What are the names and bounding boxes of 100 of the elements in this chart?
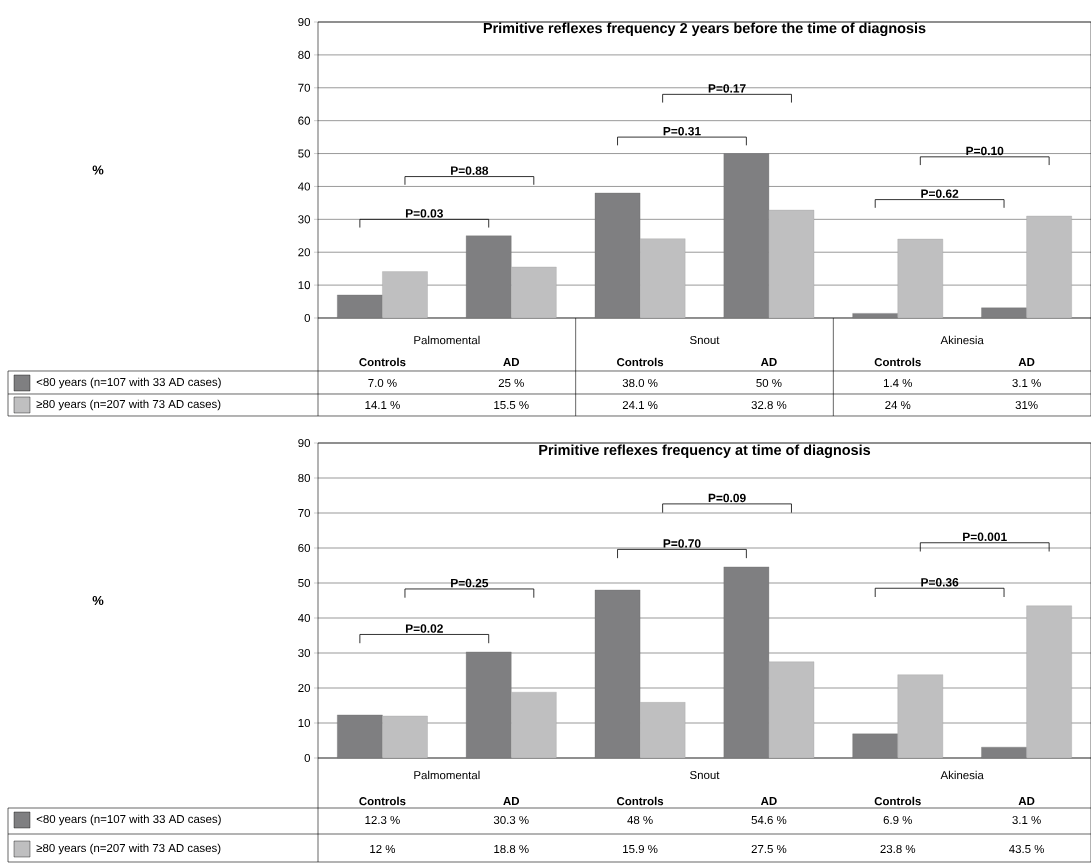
data-label: 12 % [370,844,396,854]
x-tick-label: AD [1018,797,1035,805]
annotation: P=0.09 [708,493,746,503]
y-tick-label: 70 [298,83,311,92]
data-label: 48 % [627,815,653,825]
data-label: 38.0 % [622,378,658,388]
bar [1026,605,1072,759]
data-label: 15.5 % [494,400,529,410]
bar [897,674,943,759]
bar [723,153,770,319]
annotation: P=0.88 [451,166,489,175]
y-tick-label: 60 [298,116,311,125]
annotation: P=0.25 [451,578,489,588]
bar [1026,215,1072,319]
x-tick-label: Controls [617,796,664,806]
data-label: 32.8 % [751,400,787,410]
x-tick-label: AD [1018,358,1035,366]
bar [768,661,815,759]
text: Snout [690,335,720,345]
bar [466,235,512,319]
y-tick-label: 20 [298,248,311,257]
bar [897,238,943,319]
text: Palmomental [414,335,480,345]
text: Palmomental [414,770,480,780]
data-label: 27.5 % [751,844,787,854]
annotation: P=0.02 [405,624,443,633]
y-tick-label: 60 [298,543,311,553]
y-axis-title: % [92,595,104,606]
data-label: 18.8 % [494,844,529,854]
x-tick-label: Controls [359,357,406,367]
data-label: 12.3 % [365,815,400,825]
data-label: 7.0 % [368,378,397,388]
bar [337,714,383,759]
bar [382,715,428,759]
bar [594,589,641,759]
y-tick-label: 0 [304,753,311,763]
bar [852,733,898,759]
y-tick-label: 90 [298,438,311,448]
legend-label: ≥80 years (n=207 with 73 AD cases) [36,399,221,411]
data-label: 43.5 % [1009,844,1044,854]
y-tick-label: 80 [298,473,311,483]
annotation: P=0.03 [405,209,443,218]
data-label: 1.4 % [883,378,912,387]
data-label: 23.8 % [880,844,916,854]
legend-label: <80 years (n=107 with 33 AD cases) [36,814,221,826]
y-tick-label: 50 [298,149,311,158]
x-tick-label: AD [503,358,520,366]
bar [382,271,428,319]
bar [852,313,898,319]
bar [723,566,770,759]
chart-title: Primitive reflexes frequency at time of diagnosis [539,444,871,458]
legend-label: <80 years (n=107 with 33 AD cases) [36,377,221,389]
x-tick-label: Controls [874,796,921,806]
text: Snout [690,770,720,780]
data-label: 6.9 % [883,815,912,825]
chart-title: Primitive reflexes frequency 2 years before the time of diagnosis [483,22,926,37]
bar [466,651,512,759]
annotation: P=0.36 [921,578,959,587]
y-tick-label: 70 [298,508,311,518]
bar [639,702,686,759]
y-tick-label: 40 [298,613,311,623]
x-tick-label: Controls [617,357,664,367]
bar [511,266,557,319]
legend-label: ≥80 years (n=207 with 73 AD cases) [36,843,221,855]
data-label: 3.1 % [1012,815,1041,825]
x-tick-label: AD [503,797,520,805]
annotation: P=0.70 [663,539,701,548]
bar [639,238,686,319]
data-label: 24 % [885,400,911,410]
y-tick-label: 80 [298,50,311,59]
data-label: 31% [1015,400,1038,410]
bar [337,294,383,319]
annotation: P=0.17 [708,84,746,93]
bar [511,692,557,759]
y-tick-label: 40 [298,182,311,191]
annotation: P=0.10 [966,146,1004,156]
bar [594,192,641,319]
data-label: 24.1 % [622,400,658,410]
data-label: 54.6 % [751,815,787,825]
bar [981,747,1027,759]
text: Akinesia [940,335,984,345]
y-tick-label: 0 [304,313,311,323]
annotation: P=0.62 [921,189,959,198]
y-axis-title: % [92,165,104,175]
data-label: 50 % [756,378,782,388]
bar [768,209,815,319]
data-label: 15.9 % [623,844,658,854]
y-tick-label: 30 [298,215,311,224]
x-tick-label: AD [760,797,777,805]
x-tick-label: AD [760,358,777,366]
y-tick-label: 30 [298,648,311,658]
data-label: 14.1 % [365,400,400,409]
bar [981,307,1027,319]
data-label: 3.1 % [1012,378,1041,388]
y-tick-label: 10 [298,718,311,728]
annotation: P=0.31 [663,126,701,136]
data-label: 30.3 % [493,815,529,825]
annotation: P=0.001 [963,532,1007,542]
data-label: 25 % [498,378,524,388]
x-tick-label: Controls [874,357,921,367]
